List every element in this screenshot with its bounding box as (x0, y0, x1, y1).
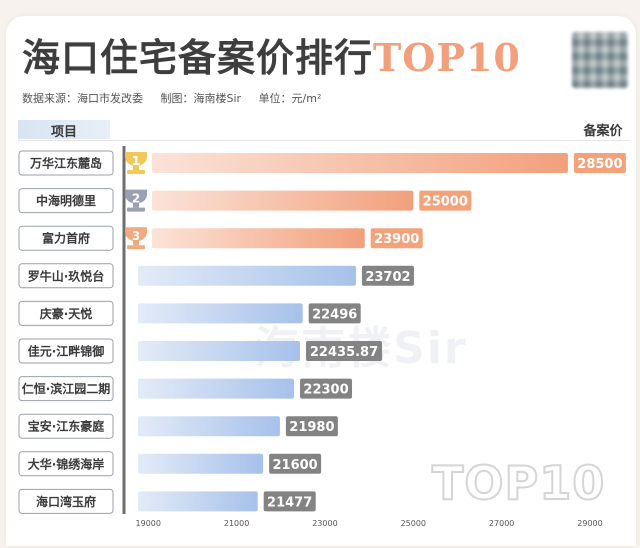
category-label-box (18, 451, 114, 477)
chart-subtitle: 数据来源：海口市发改委 制图：海南楼Sir 单位：元/m² (22, 90, 335, 106)
value-label: 23702 (365, 270, 410, 285)
rank-trophy-base (127, 170, 145, 174)
value-label: 25000 (423, 195, 468, 210)
value-label: 22300 (303, 383, 348, 398)
category-label: 万华江东麓岛 (29, 156, 102, 171)
category-label: 海口湾玉府 (36, 494, 96, 509)
category-label: 庆豪·天悦 (39, 306, 93, 321)
value-label-box (306, 341, 383, 361)
rank-trophy-stem (133, 164, 139, 170)
bar (138, 491, 258, 512)
bar (138, 378, 295, 399)
category-label: 佳元·江畔锦御 (28, 344, 105, 359)
value-label: 21477 (267, 495, 312, 510)
rank-trophy-stem (133, 239, 139, 246)
value-label-box (269, 453, 322, 474)
value-label-box (308, 303, 361, 324)
column-header-item: 项目 (18, 120, 110, 140)
x-tick-label: 21000 (224, 519, 249, 528)
category-label-box (18, 150, 114, 176)
bar (152, 228, 365, 249)
qr-code-blurred (572, 32, 628, 88)
category-label-box (18, 488, 114, 514)
column-header-price: 备案价 (583, 124, 623, 139)
top10-badge: TOP10 (431, 456, 606, 510)
category-label-box (18, 188, 114, 214)
value-label-box (573, 153, 626, 173)
bar (138, 265, 356, 286)
bar (138, 341, 301, 361)
bar (138, 416, 280, 437)
x-tick-label: 19000 (136, 519, 161, 528)
category-label-box (18, 376, 114, 402)
value-label: 22496 (312, 307, 357, 322)
value-label: 21980 (289, 420, 334, 435)
value-label-box (419, 190, 472, 211)
credit-note: 制图：海南楼Sir (160, 92, 242, 105)
bar (138, 303, 303, 324)
title-accent: TOP10 (373, 35, 521, 80)
rank-trophy (125, 189, 147, 204)
category-label: 仁恒·滨江园二期 (22, 381, 111, 396)
value-label-box (285, 416, 338, 437)
value-label-box (361, 265, 414, 286)
category-label: 大华·锦绣海岸 (28, 456, 105, 471)
rank-trophy (125, 227, 147, 242)
category-label-box (18, 338, 114, 364)
rank-trophy-base (127, 207, 145, 212)
x-tick-label: 23000 (312, 519, 337, 528)
value-label-box (263, 491, 316, 512)
x-tick-label: 25000 (401, 519, 426, 528)
value-label: 23900 (374, 232, 419, 247)
category-label: 富力首府 (42, 231, 90, 246)
rank-number: 3 (132, 229, 140, 243)
x-tick-label: 29000 (577, 519, 602, 528)
source-note: 数据来源：海口市发改委 (22, 92, 143, 105)
rank-trophy-base (127, 245, 145, 250)
bar (152, 153, 568, 173)
category-label-box (18, 225, 114, 251)
rank-number: 1 (132, 154, 140, 168)
value-label-box (370, 228, 423, 249)
category-label-box (18, 413, 114, 439)
unit-note: 单位：元/m² (258, 92, 322, 105)
title-main: 海口住宅备案价排行 (22, 36, 374, 80)
header-divider (18, 140, 630, 141)
value-label: 28500 (577, 157, 622, 172)
bar (138, 453, 264, 474)
chart-title: 海口住宅备案价排行TOP10 (22, 35, 521, 81)
rank-trophy-stem (133, 201, 139, 208)
category-label-box (18, 300, 114, 326)
category-label: 宝安·江东豪庭 (28, 419, 105, 434)
bar (152, 190, 414, 211)
rank-number: 2 (132, 192, 140, 206)
value-label: 21600 (272, 458, 317, 473)
category-label-box (18, 263, 114, 289)
value-label: 22435.87 (310, 345, 378, 360)
category-label: 中海明德里 (36, 193, 96, 208)
category-label: 罗牛山·玖悦台 (28, 268, 105, 283)
rank-trophy (125, 152, 147, 166)
x-tick-label: 27000 (489, 519, 514, 528)
value-label-box (300, 378, 353, 399)
